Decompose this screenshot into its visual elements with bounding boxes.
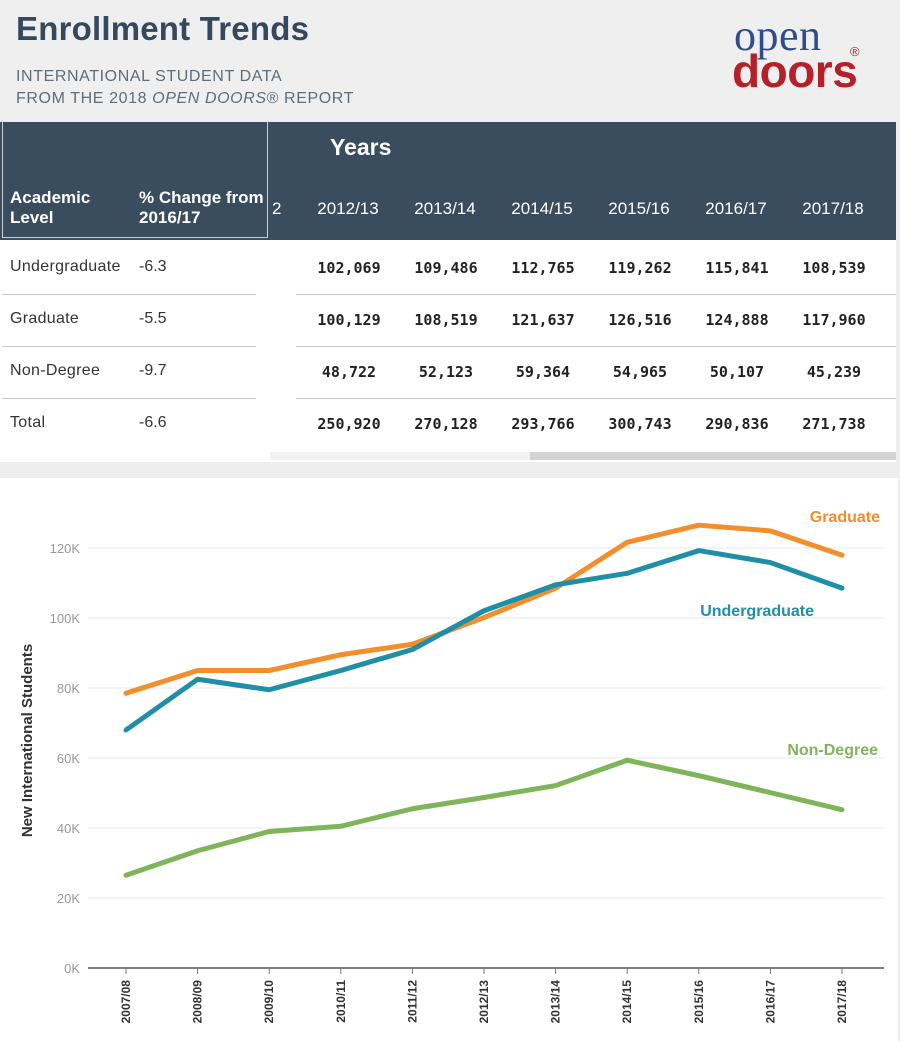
x-tick-label: 2016/17 (763, 980, 777, 1024)
y-tick-label: 0K (64, 961, 80, 976)
percent-change-header: % Change from 2016/17 (139, 188, 264, 227)
row-value: 109,486 (414, 259, 478, 277)
row-divider (296, 294, 896, 295)
row-value: 270,128 (414, 415, 478, 433)
y-tick-label: 60K (57, 751, 80, 766)
subtitle-suffix: ® REPORT (266, 90, 355, 107)
row-value: 108,519 (414, 311, 478, 329)
academic-level-header: Academic Level (10, 188, 91, 227)
row-value: 293,766 (511, 415, 575, 433)
row-divider (296, 346, 896, 347)
year-header-2013-14[interactable]: 2013/14 (414, 199, 476, 218)
series-label-graduate: Graduate (810, 509, 880, 526)
row-change: -6.6 (139, 414, 167, 431)
x-tick-label: 2007/08 (119, 980, 133, 1024)
line-chart-svg: 0K 20K 40K 60K 80K 100K 120K 2007/08 2008/09 2009… (19, 509, 884, 1024)
x-tick-label: 2015/16 (692, 980, 706, 1024)
row-level: Non-Degree (10, 362, 101, 379)
subtitle-prefix: FROM THE 2018 (16, 90, 153, 107)
row-value: 45,239 (806, 363, 862, 381)
row-value: 59,364 (515, 363, 571, 381)
row-value: 250,920 (317, 415, 381, 433)
y-tick-label: 120K (50, 541, 81, 556)
row-level: Undergraduate (10, 258, 121, 275)
series-line-non-degree (123, 757, 845, 878)
open-doors-logo: open ® doors (732, 14, 872, 98)
row-value: 300,743 (608, 415, 672, 433)
x-tick-label: 2009/10 (262, 980, 276, 1024)
row-value: 102,069 (317, 259, 381, 277)
row-change: -6.3 (139, 258, 167, 275)
logo-registered-mark: ® (850, 44, 860, 59)
table-row: Non-Degree -9.7 48,722 52,123 59,364 54,… (0, 346, 896, 398)
row-divider (296, 398, 896, 399)
row-change: -9.7 (139, 362, 167, 379)
row-value: 115,841 (705, 259, 769, 277)
table-row: Graduate -5.5 100,129 108,519 121,637 12… (0, 294, 896, 346)
fixed-columns-header (2, 122, 268, 238)
y-tick-label: 100K (50, 611, 81, 626)
row-level: Graduate (10, 310, 80, 327)
row-value: 271,738 (802, 415, 866, 433)
row-value: 52,123 (418, 363, 474, 381)
series-line-graduate (123, 522, 845, 696)
row-value: 124,888 (705, 311, 769, 329)
year-header-2014-15[interactable]: 2014/15 (511, 199, 573, 218)
row-value: 126,516 (608, 311, 672, 329)
row-divider (2, 398, 256, 399)
y-tick-label: 80K (57, 681, 80, 696)
y-tick-label: 40K (57, 821, 80, 836)
table-row: Total -6.6 250,920 270,128 293,766 300,7… (0, 398, 896, 450)
y-axis-label: New International Students (19, 644, 36, 837)
year-header-2016-17[interactable]: 2016/17 (705, 199, 767, 218)
table-header: Years Academic Level % Change from 2016/… (0, 122, 896, 240)
enrollment-table: Years Academic Level % Change from 2016/… (0, 122, 896, 462)
row-value: 54,965 (612, 363, 668, 381)
x-tick-label: 2013/14 (549, 980, 563, 1024)
row-value: 108,539 (802, 259, 866, 277)
x-tick-label: 2008/09 (191, 980, 205, 1024)
series-line-undergraduate (123, 548, 845, 733)
years-group-header: Years (330, 134, 392, 160)
row-change: -5.5 (139, 310, 167, 327)
row-value: 290,836 (705, 415, 769, 433)
table-row: Undergraduate -6.3 102,069 109,486 112,7… (0, 242, 896, 294)
x-tick-label: 2017/18 (835, 980, 849, 1024)
x-tick-label: 2014/15 (620, 980, 634, 1024)
x-tick-label: 2010/11 (334, 980, 348, 1023)
series-label-undergraduate: Undergraduate (700, 603, 814, 620)
year-header-2012-13[interactable]: 2012/13 (317, 199, 379, 218)
year-header-2015-16[interactable]: 2015/16 (608, 199, 670, 218)
page-title: Enrollment Trends (16, 10, 310, 47)
series-label-non-degree: Non-Degree (787, 742, 878, 759)
subtitle-line-2: FROM THE 2018 OPEN DOORS® REPORT (16, 88, 354, 110)
row-level: Total (10, 414, 46, 431)
subtitle-report-name: OPEN DOORS (152, 90, 267, 107)
year-header-2017-18[interactable]: 2017/18 (802, 199, 864, 218)
row-value: 48,722 (321, 363, 377, 381)
row-value: 121,637 (511, 311, 575, 329)
logo-word-open: open (734, 11, 822, 60)
logo-word-doors: doors (732, 45, 858, 97)
truncated-year-header: 2 (272, 199, 282, 218)
header: Enrollment Trends INTERNATIONAL STUDENT … (0, 0, 900, 120)
horizontal-scrollbar-thumb[interactable] (530, 452, 896, 460)
x-tick-label: 2012/13 (477, 980, 491, 1024)
row-value: 119,262 (608, 259, 672, 277)
row-value: 100,129 (317, 311, 381, 329)
enrollment-line-chart: 0K 20K 40K 60K 80K 100K 120K 2007/08 2008/09 2009… (0, 478, 898, 1041)
row-value: 50,107 (709, 363, 765, 381)
row-value: 117,960 (802, 311, 866, 329)
subtitle: INTERNATIONAL STUDENT DATA FROM THE 2018… (16, 66, 354, 110)
row-divider (2, 346, 256, 347)
row-value: 112,765 (511, 259, 575, 277)
y-tick-label: 20K (57, 891, 80, 906)
subtitle-line-1: INTERNATIONAL STUDENT DATA (16, 68, 283, 85)
x-tick-label: 2011/12 (405, 980, 419, 1023)
row-divider (2, 294, 256, 295)
